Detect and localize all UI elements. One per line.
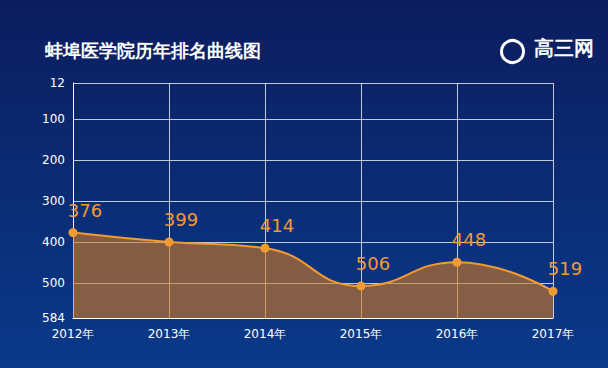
svg-text:584: 584	[42, 311, 65, 325]
svg-text:高三网: 高三网	[534, 36, 594, 60]
svg-text:519: 519	[548, 258, 582, 279]
svg-text:500: 500	[42, 276, 65, 290]
svg-text:100: 100	[42, 112, 65, 126]
svg-text:2014年: 2014年	[244, 327, 287, 341]
svg-text:蚌埠医学院历年排名曲线图: 蚌埠医学院历年排名曲线图	[44, 40, 261, 61]
svg-text:2017年: 2017年	[532, 327, 575, 341]
svg-text:2015年: 2015年	[340, 327, 383, 341]
svg-text:448: 448	[452, 229, 486, 250]
svg-text:2012年: 2012年	[52, 327, 95, 341]
svg-text:300: 300	[42, 194, 65, 208]
svg-text:2013年: 2013年	[148, 327, 191, 341]
svg-text:376: 376	[68, 200, 102, 221]
svg-text:399: 399	[164, 209, 198, 230]
svg-text:414: 414	[260, 215, 294, 236]
svg-text:12: 12	[50, 76, 65, 90]
svg-text:2016年: 2016年	[436, 327, 479, 341]
svg-text:506: 506	[356, 253, 390, 274]
svg-text:200: 200	[42, 153, 65, 167]
svg-text:400: 400	[42, 235, 65, 249]
